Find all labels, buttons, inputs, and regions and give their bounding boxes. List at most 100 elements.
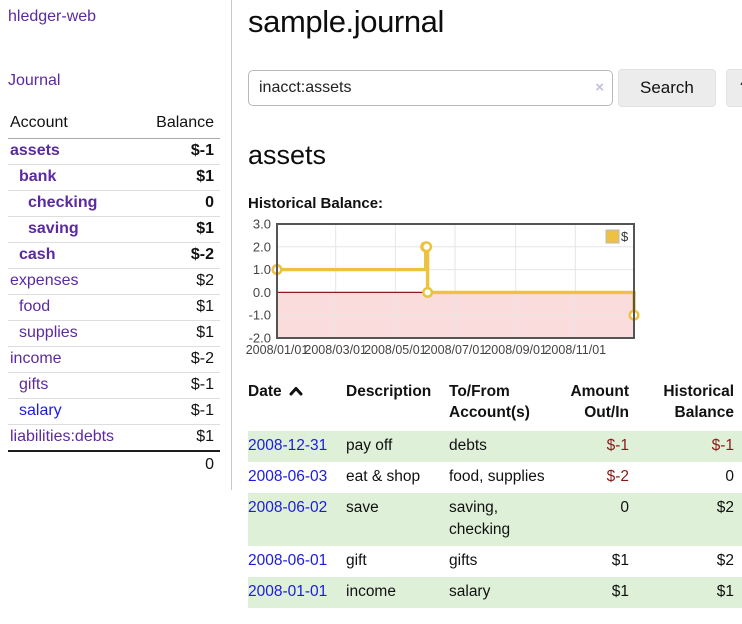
search-input[interactable] [248,70,613,106]
account-row: income $-2 [8,346,220,373]
transaction-date-link[interactable]: 2008-12-31 [248,437,328,454]
transaction-date-link[interactable]: 2008-06-01 [248,552,328,569]
account-link[interactable]: liabilities:debts [10,428,115,445]
account-row: expenses $2 [8,268,220,295]
transaction-row: 2008-06-02 save saving, checking 0 $2 [248,493,742,546]
transaction-description: pay off [346,437,393,454]
account-link[interactable]: supplies [19,324,78,341]
transaction-accounts: gifts [449,552,478,569]
account-row: supplies $1 [8,320,220,347]
svg-text:0.0: 0.0 [253,285,271,300]
svg-text:2.0: 2.0 [253,239,271,254]
account-balance: $-2 [138,346,220,373]
transaction-row: 2008-06-03 eat & shop food, supplies $-2 0 [248,462,742,493]
account-link[interactable]: checking [28,194,98,211]
account-balance: $1 [138,294,220,321]
sidebar: hledger-web Journal Account Balance asse… [0,0,232,490]
transaction-balance: $-1 [711,437,734,454]
accounts-col-account: Account [8,111,139,139]
transaction-row: 2008-06-01 gift gifts $1 $2 [248,546,742,577]
transaction-amount: $-2 [606,468,629,485]
account-link[interactable]: cash [19,246,56,263]
account-balance: $1 [196,428,214,445]
account-row: cash $-2 [8,242,220,269]
svg-text:-1.0: -1.0 [249,308,271,323]
transaction-balance: 0 [725,468,734,485]
transaction-balance: $2 [716,499,734,516]
account-balance: $-2 [138,242,220,269]
transaction-description: eat & shop [346,468,421,485]
account-balance: $1 [138,216,220,243]
account-row: gifts $-1 [8,372,220,399]
svg-text:-2.0: -2.0 [249,331,271,346]
page-title: sample.journal [248,4,445,39]
transaction-accounts: food, supplies [449,468,545,485]
transaction-balance: $2 [716,552,734,569]
account-row: liabilities:debts $1 [8,425,220,452]
account-balance: $-1 [138,138,220,165]
account-balance: $-1 [138,372,220,399]
transaction-amount: $1 [611,552,629,569]
account-row: saving $1 [8,216,220,243]
transaction-date-link[interactable]: 2008-06-03 [248,468,328,485]
svg-text:2008/11/01: 2008/11/01 [544,343,606,357]
account-balance: $-1 [138,398,220,425]
account-balance: $1 [138,164,220,191]
account-balance: $2 [138,268,220,295]
account-link[interactable]: assets [10,142,60,159]
clear-search-icon[interactable]: × [595,79,604,96]
historical-balance-chart: $ -2.0 -1.0 0.0 1.0 2.0 3.0 2008/01/01 2008/03/0… [246,217,742,363]
col-amount-outin: Amount Out/In [570,383,629,421]
transaction-amount: $-1 [606,437,629,454]
account-link[interactable]: food [19,298,51,315]
account-row: assets $-1 [8,138,220,165]
svg-text:2008/01/01: 2008/01/01 [246,343,309,357]
account-row: food $1 [8,294,220,321]
account-balance: $1 [138,320,220,347]
register-header-row: Date Description To/From Account(s) Amou… [248,379,742,431]
transaction-accounts: saving, checking [449,499,511,538]
svg-text:1.0: 1.0 [253,262,271,277]
sort-asc-icon [289,381,303,402]
svg-text:3.0: 3.0 [253,217,271,232]
transaction-row: 2008-12-31 pay off debts $-1 $-1 [248,431,742,462]
account-row: bank $1 [8,164,220,191]
search-button[interactable]: Search [618,69,716,107]
svg-text:2008/07/01: 2008/07/01 [424,343,487,357]
account-link[interactable]: gifts [19,376,49,393]
transaction-description: gift [346,552,367,569]
account-link[interactable]: income [10,350,62,367]
account-row: salary $-1 [8,398,220,425]
account-heading: assets [248,140,327,170]
chart-title: Historical Balance: [248,195,384,212]
transaction-description: save [346,499,379,516]
account-row: checking 0 [8,190,220,217]
accounts-total-value: 0 [138,450,220,478]
account-link[interactable]: bank [19,168,57,185]
svg-text:$: $ [621,229,629,244]
transaction-date-link[interactable]: 2008-01-01 [248,583,328,600]
accounts-table: Account Balance assets $-1 bank $1 checking 0… [8,111,220,478]
sidebar-item-journal[interactable]: Journal [8,72,61,89]
main-content: sample.journal × Search ? assets Histori… [232,0,742,624]
svg-text:2008/05/01: 2008/05/01 [364,343,427,357]
account-link[interactable]: saving [28,220,79,237]
transaction-amount: 0 [620,499,629,516]
account-link[interactable]: expenses [10,272,79,289]
col-date: Date [248,379,346,431]
col-tofrom-accounts: To/From Account(s) [449,383,530,421]
transaction-date-link[interactable]: 2008-06-02 [248,499,328,516]
accounts-total-row: 0 [8,450,220,478]
register-table: Date Description To/From Account(s) Amou… [248,379,742,608]
search-bar: × Search ? [248,69,742,107]
svg-text:2008/09/01: 2008/09/01 [484,343,547,357]
col-description: Description [346,383,432,400]
svg-text:2008/03/01: 2008/03/01 [304,343,367,357]
help-button[interactable]: ? [725,69,742,107]
brand-link[interactable]: hledger-web [8,8,97,25]
accounts-col-balance: Balance [138,111,220,139]
account-link[interactable]: salary [19,402,62,419]
col-historical-balance: Historical Balance [663,383,734,421]
account-balance: 0 [138,190,220,217]
